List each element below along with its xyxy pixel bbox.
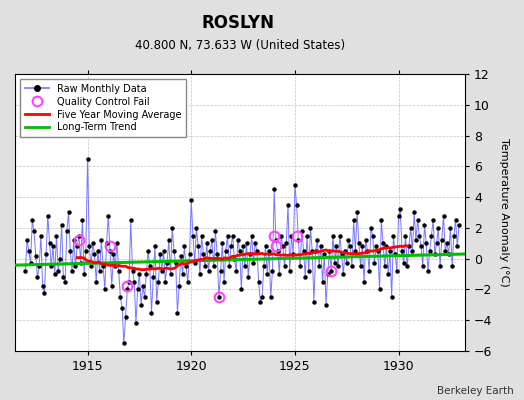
Y-axis label: Temperature Anomaly (°C): Temperature Anomaly (°C) bbox=[499, 138, 509, 287]
Text: Berkeley Earth: Berkeley Earth bbox=[437, 386, 514, 396]
Text: ROSLYN: ROSLYN bbox=[202, 14, 275, 32]
Legend: Raw Monthly Data, Quality Control Fail, Five Year Moving Average, Long-Term Tren: Raw Monthly Data, Quality Control Fail, … bbox=[20, 79, 186, 137]
Title: 40.800 N, 73.633 W (United States): 40.800 N, 73.633 W (United States) bbox=[135, 39, 345, 52]
